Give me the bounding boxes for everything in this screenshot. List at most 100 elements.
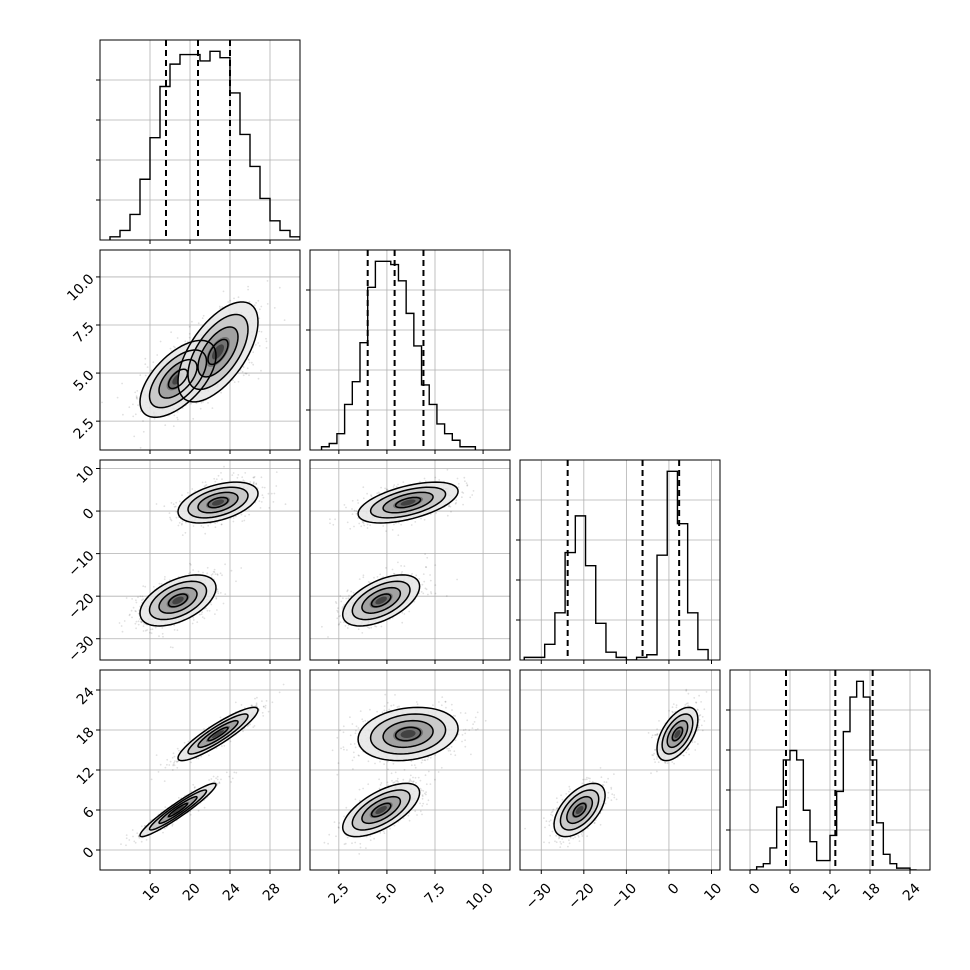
scatter-point: [362, 576, 365, 579]
scatter-point: [338, 615, 340, 618]
scatter-point: [357, 517, 359, 519]
scatter-point: [185, 521, 187, 524]
scatter-point: [192, 569, 195, 571]
scatter-point: [173, 624, 176, 627]
scatter-point: [140, 825, 143, 828]
y-tick-label: −10: [65, 548, 97, 580]
scatter-point: [159, 340, 162, 343]
scatter-point: [138, 837, 141, 839]
scatter-point: [241, 476, 244, 479]
contour-line: [351, 580, 411, 621]
scatter-point: [342, 597, 344, 600]
scatter-point: [174, 346, 176, 349]
scatter-point: [139, 410, 142, 413]
scatter-point: [362, 574, 365, 577]
scatter-point: [144, 629, 147, 632]
scatter-point: [237, 474, 240, 476]
scatter-point: [204, 484, 207, 487]
scatter-point: [425, 588, 428, 591]
scatter-point: [382, 525, 385, 527]
scatter-point: [420, 591, 423, 593]
scatter-point: [361, 521, 364, 523]
scatter-point: [164, 576, 166, 578]
scatter-point: [203, 617, 206, 620]
scatter-point: [341, 606, 344, 609]
scatter-point: [411, 572, 413, 575]
scatter-point: [192, 616, 195, 619]
scatter-point: [215, 478, 218, 481]
scatter-point: [134, 622, 137, 625]
scatter-point: [430, 592, 433, 595]
scatter-point: [462, 503, 464, 506]
scatter-point: [192, 525, 195, 527]
scatter-point: [202, 314, 205, 317]
scatter-point: [362, 522, 365, 525]
scatter-point: [260, 305, 263, 308]
scatter-point: [139, 446, 142, 449]
scatter-point: [213, 780, 216, 783]
scatter-point: [134, 413, 137, 416]
scatter-point: [217, 592, 220, 595]
scatter-point: [420, 517, 422, 520]
contour-line: [187, 486, 249, 519]
scatter-point: [136, 396, 138, 399]
scatter-point: [247, 288, 250, 291]
scatter-point: [151, 628, 154, 631]
scatter-point: [221, 306, 224, 308]
scatter-point: [445, 595, 448, 597]
scatter-point: [242, 479, 245, 482]
scatter-point: [141, 595, 144, 598]
scatter-point: [397, 483, 399, 486]
scatter-point: [210, 574, 213, 576]
scatter-point: [118, 622, 121, 624]
scatter-point: [171, 823, 174, 825]
scatter-point: [137, 620, 140, 623]
scatter-point: [160, 583, 163, 585]
scatter-point: [197, 322, 200, 325]
scatter-point: [172, 345, 175, 348]
scatter-point: [329, 518, 331, 521]
scatter-point: [466, 484, 469, 487]
scatter-point: [255, 482, 258, 485]
scatter-point: [172, 503, 175, 506]
scatter-point: [212, 570, 215, 573]
scatter-point: [267, 492, 270, 495]
scatter-point: [122, 413, 124, 416]
scatter-point: [213, 568, 216, 571]
contour-line: [158, 586, 198, 614]
scatter-point: [133, 435, 136, 438]
contour-line: [197, 491, 239, 514]
scatter-point: [414, 521, 417, 523]
scatter-point: [421, 583, 424, 586]
y-tick-label: −30: [65, 633, 97, 665]
x-tick-label: 12: [820, 880, 844, 904]
scatter-point: [242, 374, 245, 377]
scatter-point: [351, 508, 353, 510]
scatter-point: [203, 485, 206, 488]
scatter-point: [402, 481, 405, 483]
scatter-point: [375, 625, 378, 628]
scatter-point: [123, 620, 126, 622]
scatter-point: [471, 494, 474, 496]
scatter-point: [446, 514, 449, 517]
scatter-point: [150, 819, 152, 821]
scatter-point: [248, 508, 250, 511]
scatter-point: [400, 572, 403, 575]
histogram-panel: [100, 40, 300, 240]
y-tick-label: 7.5: [71, 319, 98, 346]
scatter-point: [423, 518, 426, 521]
scatter-point: [199, 407, 202, 410]
scatter-point: [380, 625, 383, 628]
scatter-point: [200, 613, 203, 615]
scatter-point: [196, 621, 199, 623]
scatter-point: [189, 571, 192, 574]
contour-line: [167, 368, 189, 390]
scatter-point: [207, 524, 210, 527]
scatter-point: [162, 831, 164, 834]
scatter-point: [201, 616, 204, 618]
scatter-point: [214, 573, 217, 575]
scatter-point: [207, 402, 209, 404]
scatter-point: [132, 403, 134, 406]
scatter-point: [146, 366, 149, 368]
scatter-point: [154, 626, 157, 629]
